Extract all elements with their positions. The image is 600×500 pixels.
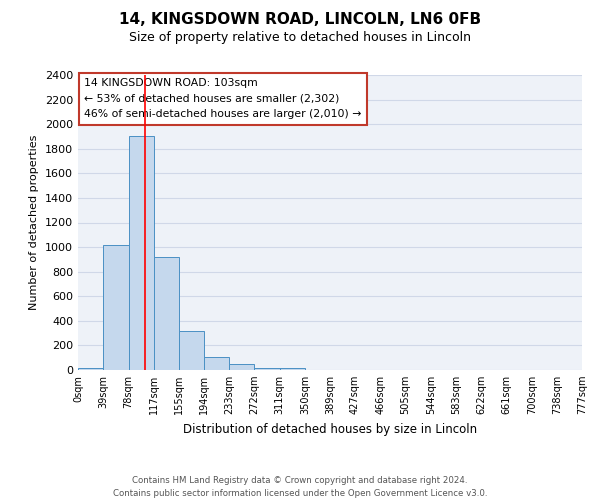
Y-axis label: Number of detached properties: Number of detached properties [29, 135, 40, 310]
Bar [78, 368, 103, 370]
Bar [179, 332, 204, 370]
Bar [280, 368, 305, 370]
Bar [254, 368, 280, 370]
Text: 14, KINGSDOWN ROAD, LINCOLN, LN6 0FB: 14, KINGSDOWN ROAD, LINCOLN, LN6 0FB [119, 12, 481, 28]
Bar [154, 257, 179, 370]
Text: 14 KINGSDOWN ROAD: 103sqm
← 53% of detached houses are smaller (2,302)
46% of se: 14 KINGSDOWN ROAD: 103sqm ← 53% of detac… [84, 78, 361, 119]
Bar [204, 357, 229, 370]
Text: Contains HM Land Registry data © Crown copyright and database right 2024.
Contai: Contains HM Land Registry data © Crown c… [113, 476, 487, 498]
Bar [103, 244, 128, 370]
Bar [229, 364, 254, 370]
Bar [128, 136, 154, 370]
X-axis label: Distribution of detached houses by size in Lincoln: Distribution of detached houses by size … [183, 422, 477, 436]
Text: Size of property relative to detached houses in Lincoln: Size of property relative to detached ho… [129, 31, 471, 44]
